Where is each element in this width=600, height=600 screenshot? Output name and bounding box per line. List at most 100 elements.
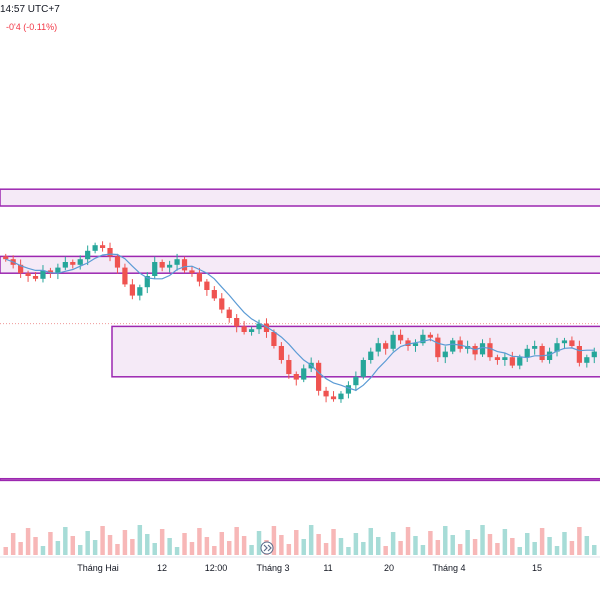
- volume-bar: [584, 536, 590, 555]
- candle: [502, 357, 508, 360]
- candle: [330, 396, 337, 400]
- candle: [47, 270, 54, 274]
- x-tick-label: 20: [384, 563, 394, 573]
- candle: [25, 273, 31, 276]
- candle: [561, 340, 568, 344]
- volume-bar: [3, 547, 8, 555]
- volume-bar: [55, 541, 61, 555]
- volume-bar: [465, 530, 470, 555]
- candle: [576, 346, 582, 363]
- volume-bar: [502, 529, 508, 555]
- candle: [397, 334, 404, 341]
- candle: [494, 357, 501, 360]
- volume-bar: [375, 537, 381, 555]
- volume-bar: [383, 546, 388, 555]
- volume-bar: [212, 546, 217, 555]
- candle: [375, 343, 381, 352]
- volume-bar: [428, 531, 433, 555]
- volume-bar: [159, 529, 165, 555]
- volume-bar: [18, 542, 23, 555]
- candle: [286, 360, 292, 374]
- moving-average-line: [5, 253, 595, 391]
- candle: [144, 276, 150, 288]
- x-tick-label: Tháng Hai: [77, 563, 119, 573]
- candle: [420, 334, 426, 344]
- volume-bar: [323, 543, 329, 555]
- x-tick-label: Tháng 3: [256, 563, 289, 573]
- volume-bar: [420, 545, 426, 555]
- price-zone: [0, 188, 600, 207]
- price-zone: [0, 255, 600, 274]
- candle: [591, 351, 597, 358]
- volume-bar: [25, 528, 31, 555]
- candle: [55, 267, 61, 274]
- volume-bar: [33, 537, 38, 555]
- volume-bar: [405, 527, 411, 555]
- volume-bar: [48, 532, 53, 555]
- candle: [383, 343, 389, 349]
- candle: [569, 340, 575, 346]
- x-tick-label: 11: [323, 563, 332, 573]
- x-axis: Tháng Hai 12 12:00 Tháng 3 11 20 Tháng 4 15: [0, 556, 600, 573]
- volume-layer: [3, 525, 597, 555]
- volume-bar: [167, 538, 172, 555]
- candle: [390, 334, 396, 349]
- volume-bar: [353, 533, 359, 555]
- x-tick-label: 12: [157, 563, 167, 573]
- volume-bar: [63, 527, 68, 555]
- volume-bar: [85, 531, 90, 555]
- volume-bar: [316, 534, 321, 555]
- candle: [62, 262, 68, 268]
- candle: [368, 351, 374, 360]
- volume-bar: [145, 534, 150, 555]
- candle: [316, 362, 322, 391]
- candle: [517, 357, 523, 366]
- candle: [211, 290, 217, 299]
- volume-bar: [204, 537, 210, 555]
- volume-bar: [77, 545, 83, 555]
- moving-average-layer: [5, 253, 595, 391]
- candle: [92, 245, 98, 251]
- volume-bar: [450, 535, 455, 555]
- candle: [70, 262, 76, 265]
- volume-bar: [368, 528, 374, 555]
- candle: [122, 267, 128, 285]
- volume-bar: [219, 532, 225, 555]
- candle: [539, 346, 545, 360]
- candle: [241, 326, 247, 332]
- volume-bar: [495, 543, 500, 555]
- candle: [204, 281, 210, 290]
- volume-bar: [361, 542, 366, 555]
- price-zone: [0, 477, 600, 482]
- volume-bar: [390, 532, 396, 555]
- double-chevron-right-icon-glyph: [263, 544, 272, 552]
- volume-bar: [554, 546, 560, 555]
- header-time: 14:57 UTC+7: [0, 4, 60, 15]
- candle: [271, 332, 277, 346]
- volume-bar: [256, 531, 262, 555]
- candle: [226, 309, 232, 318]
- candle: [546, 351, 553, 360]
- volume-bar: [413, 536, 418, 555]
- volume-bar: [249, 545, 254, 555]
- candle: [405, 340, 411, 346]
- volume-bar: [480, 525, 485, 555]
- candle: [248, 329, 255, 332]
- x-tick-label: 12:00: [205, 563, 228, 573]
- candle: [129, 284, 135, 296]
- volume-bar: [70, 536, 76, 555]
- volume-bar: [137, 525, 143, 555]
- scroll-marker[interactable]: [260, 541, 274, 555]
- volume-bar: [443, 526, 448, 555]
- volume-bar: [107, 535, 113, 555]
- candle: [360, 360, 366, 377]
- candle: [40, 270, 46, 279]
- candle: [114, 256, 121, 268]
- candle: [278, 346, 284, 360]
- volume-bar: [271, 526, 277, 555]
- volume-bar: [398, 541, 403, 555]
- candle: [85, 250, 91, 260]
- candle: [301, 368, 307, 380]
- volume-bar: [510, 538, 515, 555]
